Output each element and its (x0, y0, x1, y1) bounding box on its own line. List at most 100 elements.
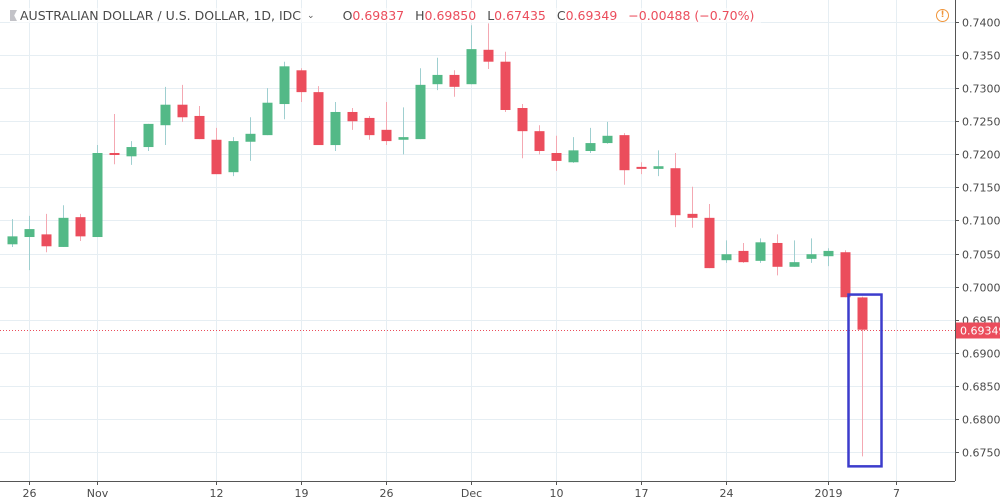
candle-body (245, 133, 256, 142)
close-label: C (556, 8, 566, 23)
x-tick-label: 7 (893, 487, 900, 500)
last-price-label: 0.69349 (960, 325, 1000, 338)
candle-body (517, 108, 528, 132)
candle-body (194, 115, 205, 140)
candle-down (109, 113, 120, 165)
symbol-legend: AUSTRALIAN DOLLAR / U.S. DOLLAR, 1D, IDC… (10, 8, 762, 23)
candle-down (670, 152, 681, 228)
candle-body (160, 104, 171, 126)
candle-body (653, 166, 664, 169)
x-tick-label: 24 (720, 487, 734, 500)
candle-down (211, 127, 222, 175)
close-value: 0.69349 (565, 8, 618, 23)
candle-body (500, 61, 511, 110)
candle-body (58, 217, 69, 247)
candle-down (449, 70, 460, 97)
candle-body (687, 213, 698, 218)
candle-up (585, 127, 596, 153)
candle-down (857, 296, 868, 457)
highlight-box (847, 293, 883, 468)
candle-up (721, 240, 732, 263)
candle-up (92, 145, 103, 238)
candle-body (466, 49, 477, 85)
candle-up (432, 57, 443, 91)
x-tick-label: 19 (295, 487, 309, 500)
candle-up (245, 117, 256, 161)
open-label: O (342, 8, 353, 23)
candle-down (704, 203, 715, 269)
candle-up (262, 88, 273, 136)
candle-down (483, 23, 494, 69)
candle-down (534, 125, 545, 155)
candle-body (92, 152, 103, 238)
candle-down (738, 242, 749, 263)
x-tick-label: Dec (461, 487, 482, 500)
candle-body (75, 217, 86, 237)
candle-up (126, 141, 137, 165)
candle-body (823, 250, 834, 257)
x-tick-label: 12 (210, 487, 224, 500)
candle-body (755, 242, 766, 261)
candle-body (619, 135, 630, 171)
candle-body (789, 262, 800, 267)
candle-down (772, 234, 783, 276)
overlay (0, 293, 955, 468)
candle-down (41, 213, 52, 253)
candle-up (568, 137, 579, 163)
candle-body (840, 252, 851, 298)
candle-body (364, 117, 375, 136)
low-value: 0.67435 (494, 8, 546, 23)
candle-up (466, 25, 477, 85)
candle-body (738, 250, 749, 263)
candle-body (568, 150, 579, 163)
candle-up (415, 68, 426, 140)
chevron-down-icon[interactable]: ⌄ (307, 10, 315, 21)
candle-up (755, 238, 766, 263)
candle-body (806, 254, 817, 259)
candle-up (330, 102, 341, 152)
candles (7, 23, 868, 457)
candle-body (143, 123, 154, 148)
open-value: 0.69837 (352, 8, 405, 23)
candle-down (75, 213, 86, 241)
candle-body (602, 135, 613, 144)
time-axis[interactable]: 26 Nov 12 19 26 Dec 10 17 24 2019 7 (0, 481, 955, 500)
candle-down (381, 102, 392, 146)
candle-down (177, 84, 188, 122)
x-tick-label: 26 (380, 487, 394, 500)
symbol-title[interactable]: AUSTRALIAN DOLLAR / U.S. DOLLAR, 1D, IDC (20, 8, 302, 23)
candle-body (177, 104, 188, 118)
candle-down (364, 115, 375, 140)
x-tick-label: 2019 (815, 487, 843, 500)
flag-icon[interactable] (10, 10, 17, 21)
candle-down (194, 106, 205, 140)
candle-up (228, 137, 239, 177)
candle-body (398, 137, 409, 140)
candle-body (449, 74, 460, 87)
candle-up (7, 219, 18, 247)
candle-body (415, 84, 426, 140)
candle-body (313, 92, 324, 146)
candle-up (653, 150, 664, 177)
candle-down (347, 108, 358, 130)
candle-up (602, 121, 613, 144)
candle-up (823, 248, 834, 267)
candle-down (313, 86, 324, 146)
alert-icon[interactable]: ! (936, 9, 949, 22)
candle-down (517, 104, 528, 159)
candle-body (211, 139, 222, 175)
candle-body (636, 166, 647, 169)
candle-up (279, 61, 290, 120)
candle-down (500, 51, 511, 112)
x-tick-label: 26 (23, 487, 37, 500)
